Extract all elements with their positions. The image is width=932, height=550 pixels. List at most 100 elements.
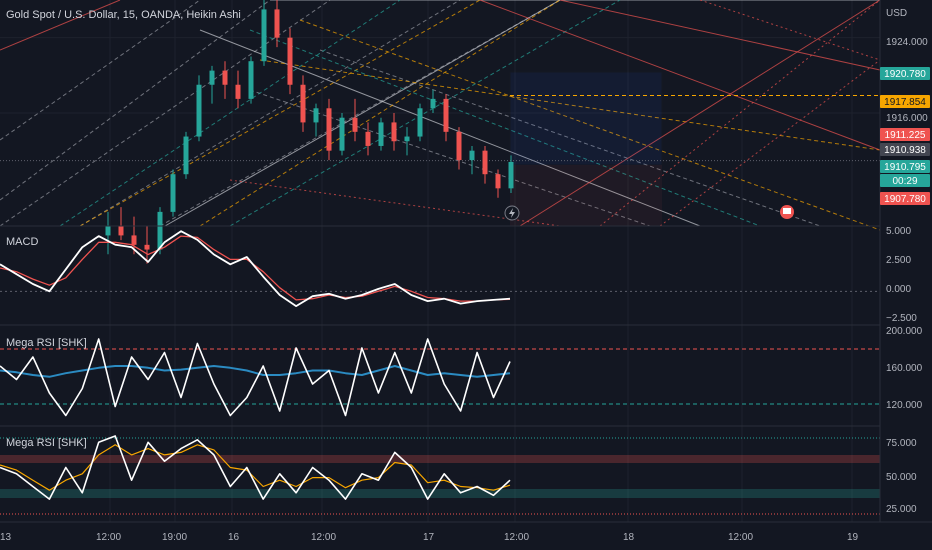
time-label: 16 (228, 532, 240, 543)
price-tag (880, 160, 930, 173)
trend-line[interactable] (0, 0, 271, 201)
macd-title[interactable]: MACD (6, 236, 38, 248)
rsi2-smooth-line[interactable] (0, 444, 511, 491)
macd-line[interactable] (0, 230, 511, 308)
price-tags: 1920.780 1917.854 1911.225 1910.938 1910.795… (880, 67, 930, 205)
trend-line[interactable] (519, 0, 881, 227)
rsi1-tick: 160.000 (886, 363, 923, 374)
price-tag-text: 1920.780 (884, 69, 926, 80)
rsi2-line[interactable] (0, 435, 511, 500)
candle-body[interactable] (482, 150, 488, 175)
chart-title[interactable]: Gold Spot / U.S. Dollar, 15, OANDA, Heik… (6, 9, 241, 21)
candle-body[interactable] (430, 98, 436, 109)
candle-body[interactable] (209, 70, 215, 85)
candle-body[interactable] (391, 122, 397, 142)
candle-body[interactable] (378, 122, 384, 146)
rsi1-tick: 200.000 (886, 326, 923, 337)
candle-body[interactable] (183, 136, 189, 175)
trend-line[interactable] (79, 0, 461, 227)
range-box[interactable] (509, 71, 663, 166)
trend-line[interactable] (164, 0, 561, 227)
rsi2-title[interactable]: Mega RSI [SHK] (6, 437, 87, 449)
trend-line[interactable] (699, 0, 881, 61)
macd-tick: 5.000 (886, 226, 911, 237)
rsi1-line[interactable] (0, 338, 511, 417)
candle-body[interactable] (313, 108, 319, 123)
rsi2-tick: 50.000 (886, 472, 917, 483)
time-label: 12:00 (311, 532, 336, 543)
macd-pane[interactable] (0, 230, 880, 308)
candle-body[interactable] (456, 131, 462, 161)
trend-line[interactable] (559, 0, 881, 71)
trend-line[interactable] (199, 29, 701, 227)
candle-body[interactable] (339, 117, 345, 151)
candle-body[interactable] (222, 70, 228, 85)
candle-body[interactable] (469, 150, 475, 161)
candle-body[interactable] (443, 98, 449, 132)
candle-body[interactable] (495, 174, 501, 189)
price-tag (880, 128, 930, 141)
macd-tick: 0.000 (886, 284, 911, 295)
trend-line[interactable] (299, 19, 881, 231)
price-tag-text: 00:29 (892, 176, 917, 187)
candle-body[interactable] (287, 37, 293, 85)
lightning-glyph (509, 208, 515, 218)
rsi1-average-line[interactable] (0, 365, 511, 378)
trend-line[interactable] (249, 29, 761, 227)
trend-line[interactable] (229, 179, 561, 227)
price-tick: 1916.000 (886, 113, 928, 124)
rsi1-title[interactable]: Mega RSI [SHK] (6, 337, 87, 349)
rsi2-pane[interactable] (0, 435, 880, 515)
price-tag-text: 1907.780 (884, 194, 926, 205)
time-label: 12:00 (504, 532, 529, 543)
candle-body[interactable] (352, 117, 358, 132)
candle-body[interactable] (404, 136, 410, 142)
candle-body[interactable] (131, 235, 137, 245)
currency-label: USD (886, 8, 907, 19)
candle-body[interactable] (274, 9, 280, 38)
trend-line[interactable] (319, 49, 821, 227)
candle-body[interactable] (105, 226, 111, 236)
trend-line[interactable] (229, 0, 621, 227)
candle-body[interactable] (248, 61, 254, 99)
candle-body[interactable] (118, 226, 124, 236)
trend-line[interactable] (59, 0, 401, 227)
price-axis[interactable]: USD 1924.000 1916.000 (886, 8, 928, 124)
price-tag (880, 174, 930, 187)
time-label: 19:00 (162, 532, 187, 543)
macd-tick: −2.500 (886, 313, 917, 324)
price-pane[interactable] (0, 0, 881, 264)
price-tag (880, 67, 930, 80)
candle-body[interactable] (508, 161, 514, 189)
time-label: 17 (423, 532, 435, 543)
candle-body[interactable] (417, 108, 423, 137)
price-tag-text: 1917.854 (884, 97, 926, 108)
oversold-zone (0, 489, 880, 498)
candle-body[interactable] (326, 108, 332, 151)
trend-line[interactable] (0, 0, 121, 51)
trend-line[interactable] (0, 0, 331, 227)
trend-line[interactable] (199, 0, 561, 227)
trend-line[interactable] (479, 0, 881, 151)
candle-body[interactable] (261, 9, 267, 62)
candle-body[interactable] (170, 174, 176, 212)
vertical-grid (109, 0, 853, 522)
rsi1-pane[interactable] (0, 338, 880, 417)
time-label: 12:00 (96, 532, 121, 543)
trend-line[interactable] (0, 0, 201, 141)
flag-glyph (783, 208, 791, 214)
candle-body[interactable] (365, 131, 371, 146)
candle-body[interactable] (196, 84, 202, 137)
macd-axis: 5.000 2.500 0.000 −2.500 (886, 226, 917, 324)
candle-body[interactable] (235, 84, 241, 99)
range-box[interactable] (510, 165, 662, 226)
trend-line[interactable] (659, 59, 881, 227)
rsi2-tick: 75.000 (886, 438, 917, 449)
candle-body[interactable] (144, 244, 150, 250)
price-tag-text: 1910.938 (884, 145, 926, 156)
time-label: 12:00 (728, 532, 753, 543)
candle-body[interactable] (300, 84, 306, 123)
candle-body[interactable] (157, 211, 163, 250)
time-axis[interactable]: 13 12:00 19:00 16 12:00 17 12:00 18 12:0… (0, 532, 859, 543)
